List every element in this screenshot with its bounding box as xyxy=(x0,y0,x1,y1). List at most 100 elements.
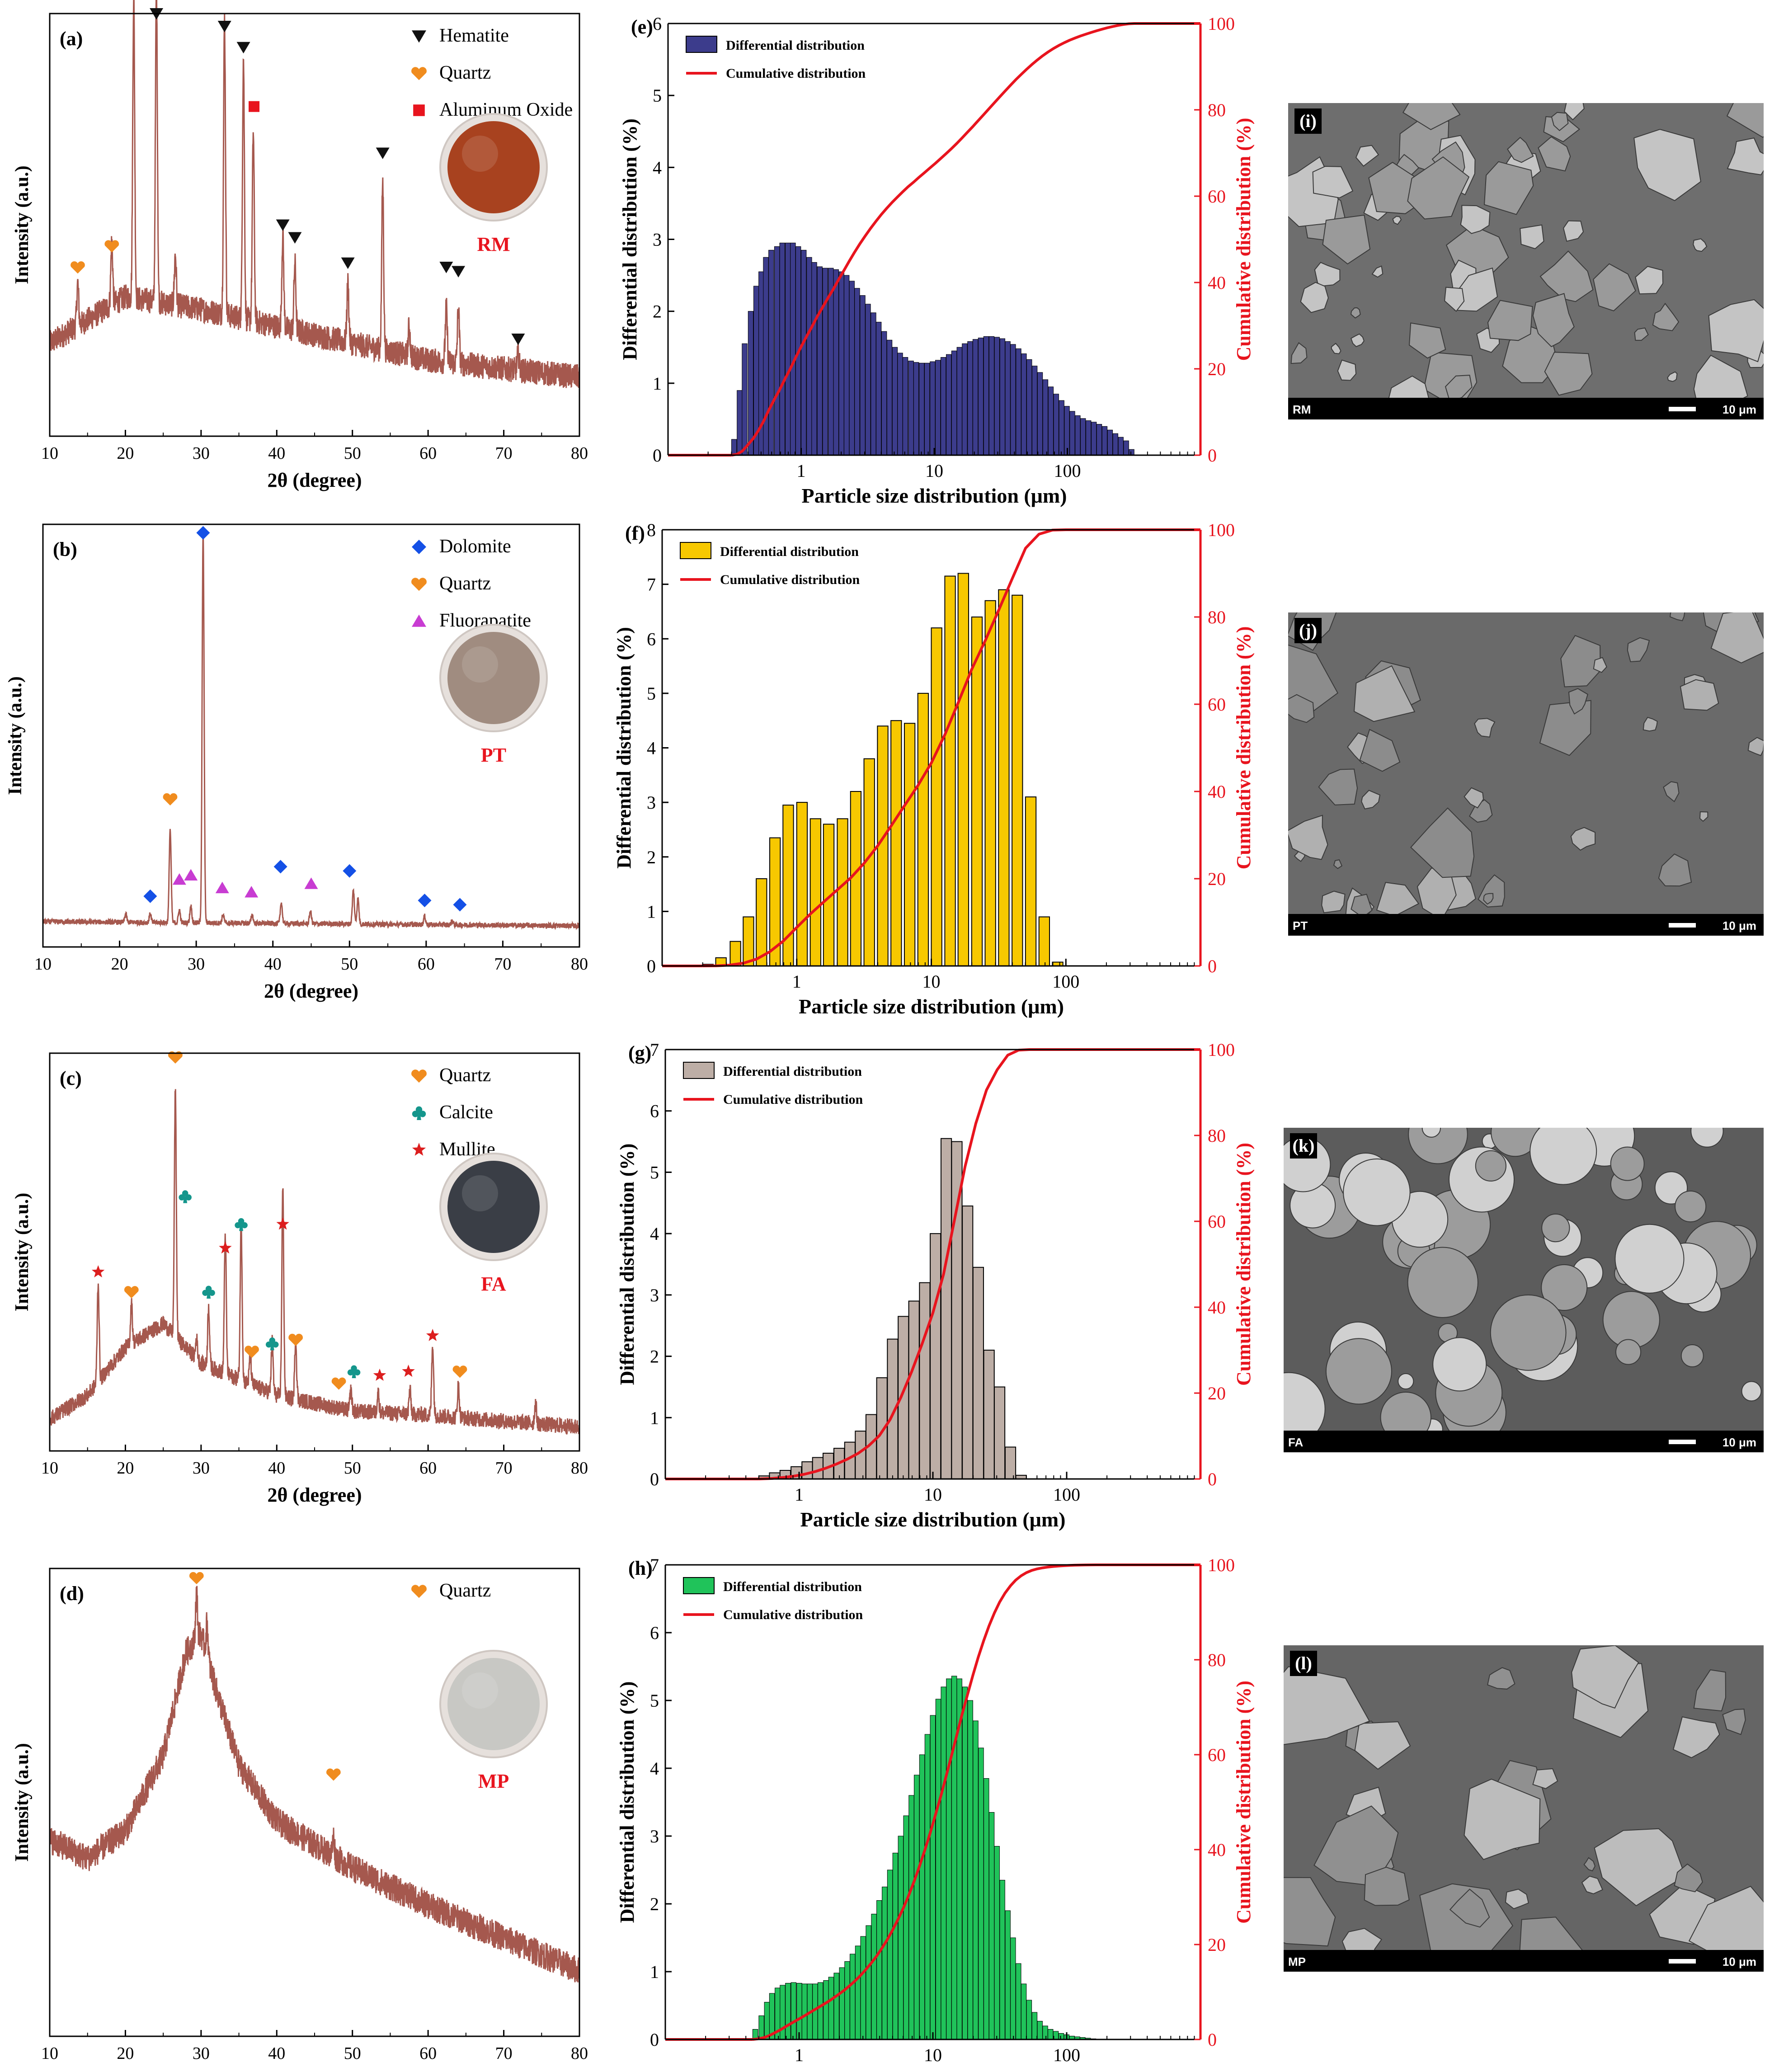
peak-marker-triangle xyxy=(341,257,355,269)
y-right-tick-label: 100 xyxy=(1208,1555,1235,1575)
histogram-bar xyxy=(946,1678,952,2040)
panel-label: (h) xyxy=(628,1557,653,1579)
histogram-bar xyxy=(941,1686,946,2040)
peak-marker-heart xyxy=(288,1333,303,1346)
histogram-bar xyxy=(983,336,989,456)
peak-marker-diamond xyxy=(418,894,432,908)
cumulative-curve xyxy=(753,1563,1200,2041)
histogram-bar xyxy=(994,1846,1000,2040)
histogram-bar xyxy=(993,1386,1006,1479)
histogram-bar xyxy=(1016,1963,1021,2040)
sem-particle xyxy=(1568,688,1588,715)
x-tick-label: 10 xyxy=(922,971,941,992)
histogram-bar xyxy=(1025,796,1037,966)
histogram-bar xyxy=(1031,2012,1038,2040)
histogram-bar xyxy=(1005,341,1011,456)
y-right-tick-label: 0 xyxy=(1208,1469,1217,1489)
sem-particle xyxy=(1710,612,1764,664)
y-right-tick-label: 60 xyxy=(1208,1745,1226,1765)
x-tick-label: 70 xyxy=(495,2044,513,2063)
histogram-bar xyxy=(940,357,946,456)
y-tick-label: 6 xyxy=(647,629,656,649)
sem-sample-name: MP xyxy=(1288,1955,1306,1968)
sem-particle xyxy=(1544,352,1593,396)
sem-particle xyxy=(1460,205,1491,234)
histogram-bar xyxy=(924,1734,931,2040)
x-tick-label: 100 xyxy=(1052,971,1079,992)
sem-particle xyxy=(1284,1877,1336,1947)
histogram-bar xyxy=(785,1983,791,2040)
sem-particle xyxy=(1351,894,1373,914)
histogram-bar xyxy=(1086,420,1092,456)
x-tick-label: 100 xyxy=(1053,1484,1080,1505)
y-tick-label: 6 xyxy=(653,14,662,34)
legend-differential: Differential distribution xyxy=(723,1579,862,1594)
scale-bar-label: 10 μm xyxy=(1722,919,1756,932)
histogram-bar xyxy=(1038,916,1050,966)
sem-particle xyxy=(1449,1888,1490,1928)
histogram-bar xyxy=(796,802,808,966)
sem-particle xyxy=(1741,1381,1762,1402)
peak-marker-triangle xyxy=(511,333,525,345)
y-right-tick-label: 80 xyxy=(1208,607,1226,627)
sem-particle xyxy=(1539,700,1591,756)
histogram-bar xyxy=(1021,353,1027,456)
histogram-bar xyxy=(1031,366,1038,456)
y-right-tick-label: 100 xyxy=(1208,520,1235,540)
x-tick-label: 40 xyxy=(268,444,285,463)
x-tick-label: 70 xyxy=(495,444,513,463)
peak-marker-diamond xyxy=(343,864,357,878)
sem-particle xyxy=(1539,250,1594,302)
y-tick-label: 4 xyxy=(650,1224,659,1244)
histogram-bar xyxy=(913,362,919,456)
x-tick-label: 80 xyxy=(571,444,588,463)
sem-particle xyxy=(1747,737,1764,756)
y-tick-label: 2 xyxy=(653,301,662,322)
histogram-bar xyxy=(999,338,1005,456)
x-tick-label: 60 xyxy=(419,444,437,463)
y-tick-label: 0 xyxy=(650,2030,659,2050)
sem-particle xyxy=(1398,1373,1414,1389)
sem-particle xyxy=(1469,799,1493,823)
sem-image-fa: FA 10 μm (k) xyxy=(1284,1128,1764,1452)
legend-swatch-differential xyxy=(686,36,717,53)
y-tick-label: 6 xyxy=(650,1101,659,1121)
y-tick-label: 8 xyxy=(647,520,656,540)
xrd-pattern-line xyxy=(42,533,580,931)
histogram-bar xyxy=(978,338,984,456)
histogram-bar xyxy=(1118,437,1124,456)
x-tick-label: 50 xyxy=(344,2044,361,2063)
y-right-tick-label: 60 xyxy=(1208,694,1226,715)
x-tick-label: 1 xyxy=(797,461,806,481)
histogram-bar xyxy=(994,337,1000,456)
histogram-bar xyxy=(790,242,796,456)
y-tick-label: 1 xyxy=(647,901,656,922)
sample-name: RM xyxy=(477,233,510,255)
panel-label: (a) xyxy=(60,28,83,50)
peak-marker-triangle xyxy=(245,885,259,898)
y-axis-label: Intensity (a.u.) xyxy=(12,1743,33,1862)
sem-particle xyxy=(1505,1888,1529,1909)
sem-particle xyxy=(1635,266,1664,295)
y-tick-label: 1 xyxy=(650,1962,659,1982)
peak-marker-club xyxy=(179,1190,192,1203)
legend-swatch-differential xyxy=(683,1577,715,1594)
histogram-bar xyxy=(988,336,995,456)
histogram-bar xyxy=(882,1887,888,2040)
x-tick-label: 20 xyxy=(117,1459,134,1478)
legend-differential: Differential distribution xyxy=(723,1064,862,1079)
y-tick-label: 3 xyxy=(653,230,662,250)
peak-marker-triangle xyxy=(288,232,302,244)
x-tick-label: 30 xyxy=(188,955,205,974)
peak-marker-square xyxy=(249,101,260,112)
peak-marker-heart xyxy=(452,1366,467,1378)
y-tick-label: 3 xyxy=(650,1285,659,1305)
sem-particle xyxy=(1690,1128,1724,1148)
sem-particle xyxy=(1652,302,1680,331)
sample-photo-highlight xyxy=(462,646,498,683)
scale-bar-label: 10 μm xyxy=(1722,1955,1756,1968)
sem-sample-name: RM xyxy=(1293,403,1311,416)
histogram-bar xyxy=(1010,344,1016,456)
sem-particle xyxy=(1343,1158,1411,1226)
legend-marker-square xyxy=(413,104,425,116)
